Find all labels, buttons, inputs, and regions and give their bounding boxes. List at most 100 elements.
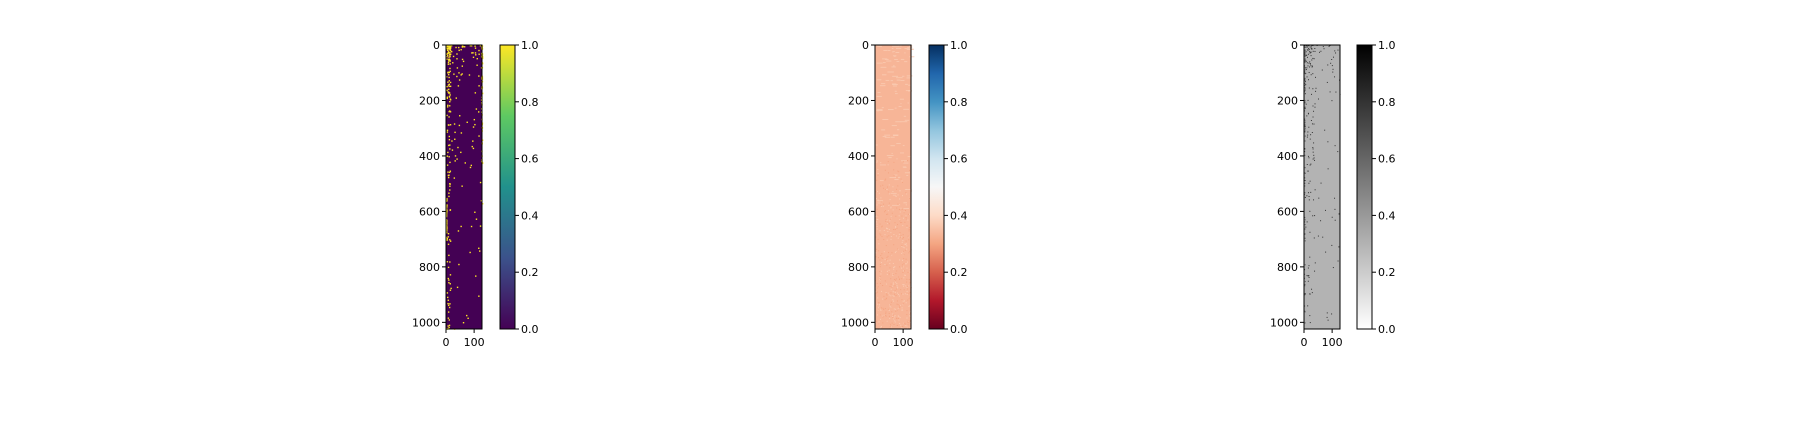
heatmap-cell [894, 285, 896, 287]
heatmap-cell [906, 188, 908, 190]
heatmap-cell [1313, 142, 1315, 144]
heatmap-cell [1304, 61, 1306, 63]
heatmap-cell [909, 56, 915, 58]
heatmap-cell [889, 263, 891, 265]
heatmap-cell [889, 324, 891, 326]
heatmap-cell [887, 161, 889, 163]
heatmap-cell [894, 222, 896, 224]
heatmap-cell [1314, 270, 1316, 272]
heatmap-cell [461, 185, 463, 187]
heatmap-cell [481, 53, 484, 55]
heatmap-cell [1329, 45, 1331, 47]
heatmap-cell [474, 52, 477, 54]
heatmap-cell [1306, 62, 1308, 64]
heatmap-cell [882, 298, 884, 300]
heatmap-cell [880, 197, 882, 199]
heatmap-cell [1304, 221, 1306, 223]
heatmap-cell [1311, 48, 1313, 50]
y-tick-label: 200 [848, 94, 869, 107]
heatmap-panel-1: 0 200 400 600 800 1000 0 100 [412, 39, 485, 349]
heatmap-cell [899, 306, 901, 308]
heatmap-cell [905, 215, 907, 217]
heatmap-cell [1304, 154, 1306, 156]
heatmap-cell [900, 324, 902, 326]
heatmap-cell [1309, 322, 1311, 324]
heatmap-cell [907, 46, 913, 48]
heatmap-cell [1304, 172, 1306, 174]
heatmap-cell [1304, 148, 1306, 150]
heatmap-cell [898, 276, 900, 278]
heatmap-cell [904, 209, 906, 211]
heatmap-cell [1304, 58, 1306, 60]
heatmap-3-ticks: 0 200 400 600 800 1000 0 100 [1270, 39, 1343, 349]
heatmap-cell [899, 204, 901, 206]
heatmap-cell [897, 248, 899, 250]
heatmap-cell [888, 184, 890, 186]
heatmap-cell [446, 164, 449, 166]
heatmap-cell [449, 303, 451, 305]
heatmap-cell [1307, 49, 1309, 51]
heatmap-cell [879, 223, 881, 225]
heatmap-cell [1304, 79, 1306, 81]
heatmap-cell [903, 258, 905, 260]
heatmap-cell [905, 258, 907, 260]
colorbar-2-gradient [929, 45, 944, 329]
heatmap-cell [1304, 182, 1306, 184]
heatmap-cell [890, 283, 892, 285]
heatmap-cell [890, 292, 892, 294]
colorbar-tick-label: 0.4 [521, 209, 539, 222]
heatmap-cell [909, 227, 911, 229]
heatmap-cell [446, 55, 448, 58]
heatmap-cell [890, 136, 895, 138]
heatmap-cell [447, 91, 449, 93]
heatmap-cell [1308, 45, 1310, 47]
heatmap-cell [884, 210, 886, 212]
heatmap-cell [461, 45, 464, 47]
heatmap-cell [902, 304, 904, 306]
heatmap-cell [446, 239, 448, 242]
heatmap-cell [893, 135, 899, 136]
heatmap-cell [1334, 219, 1336, 221]
heatmap-cell [1308, 49, 1310, 51]
heatmap-cell [446, 211, 448, 214]
heatmap-cell [893, 314, 895, 316]
heatmap-cell [909, 169, 911, 171]
heatmap-cell [1306, 56, 1308, 58]
heatmap-cell [904, 323, 906, 325]
heatmap-cell [1313, 123, 1315, 125]
heatmap-cell [893, 51, 895, 53]
heatmap-cell [890, 232, 892, 234]
heatmap-cell [1309, 231, 1311, 233]
heatmap-cell [1304, 185, 1306, 187]
heatmap-cell [882, 205, 884, 207]
heatmap-cell [1318, 197, 1320, 199]
heatmap-cell [876, 191, 878, 193]
heatmap-cell [446, 89, 448, 91]
heatmap-cell [457, 230, 460, 232]
heatmap-cell [449, 283, 451, 285]
colorbar-1-gradient [500, 45, 515, 329]
heatmap-cell [446, 224, 448, 227]
heatmap-cell [898, 47, 902, 49]
heatmap-cell [889, 304, 891, 306]
heatmap-cell [876, 221, 878, 223]
heatmap-cell [877, 286, 879, 288]
heatmap-cell [474, 92, 477, 94]
heatmap-cell [892, 295, 894, 297]
heatmap-cell [902, 195, 903, 197]
heatmap-cell [903, 162, 909, 164]
heatmap-cell [886, 270, 888, 272]
heatmap-cell [902, 284, 904, 286]
heatmap-cell [1304, 122, 1306, 124]
heatmap-cell [884, 314, 886, 316]
heatmap-cell [1307, 280, 1309, 282]
heatmap-cell [883, 251, 885, 253]
heatmap-cell [1304, 82, 1306, 85]
heatmap-cell [1304, 237, 1306, 239]
heatmap-cell [892, 291, 894, 293]
heatmap-cell [449, 240, 452, 242]
heatmap-cell [888, 252, 890, 254]
heatmap-cell [890, 304, 892, 306]
heatmap-1-background [446, 45, 482, 329]
heatmap-cell [887, 292, 889, 294]
